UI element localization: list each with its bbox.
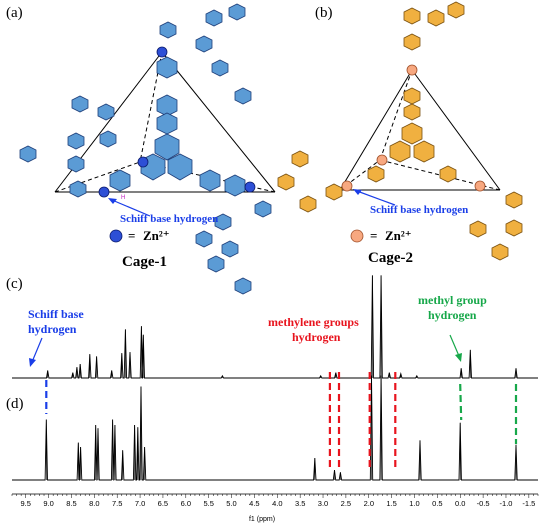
cage-2-schiff-arrowhead [353, 189, 362, 195]
cage-1-legend-ion: Zn²⁺ [143, 228, 170, 243]
x-tick-label: 0.5 [432, 499, 442, 508]
cage-1-schiff-label: Schiff base hydrogen [120, 213, 218, 225]
cage-1-zn-ions [98, 46, 256, 198]
marker-line-5 [459, 383, 463, 421]
x-tick-label: 1.0 [409, 499, 419, 508]
annotation-methylene-line2: hydrogen [292, 330, 341, 344]
spectrum-d [12, 375, 538, 481]
annotation-methyl-line2: hydrogen [428, 308, 477, 322]
x-tick-label: 9.5 [20, 499, 30, 508]
x-tick-label: -1.0 [500, 499, 513, 508]
x-tick-label: 4.0 [272, 499, 282, 508]
annotation-methylene: methylene groups hydrogen [268, 315, 359, 344]
x-tick-label: 5.5 [203, 499, 213, 508]
cage-2-core [367, 87, 457, 183]
spectrum-c [12, 275, 538, 379]
annotation-methyl-arrowhead [455, 353, 462, 362]
x-tick-label: 0.0 [455, 499, 465, 508]
x-tick-label: 9.0 [43, 499, 53, 508]
panel-b-letter: (b) [315, 5, 333, 21]
x-axis-label: f1 (ppm) [249, 516, 275, 523]
panel-a-letter: (a) [6, 5, 23, 21]
cage-1-ligands [19, 3, 272, 295]
x-tick-label: 3.0 [318, 499, 328, 508]
x-axis: 9.5 9.0 8.5 8.0 7.5 7.0 6.5 6.0 5.5 5.0 4.5 4.0 3.5 3… [11, 493, 539, 508]
x-tick-label: 2.5 [341, 499, 351, 508]
cage-1-schiff-arrowhead [108, 198, 117, 204]
cage-1-core [109, 94, 246, 197]
peak-markers [45, 372, 518, 470]
annotation-methyl-line1: methyl group [418, 293, 487, 307]
x-tick-label: 8.0 [89, 499, 99, 508]
panel-d-letter: (d) [6, 396, 24, 412]
cage-2-schiff-label: Schiff base hydrogen [370, 204, 468, 216]
x-tick-label: 3.5 [295, 499, 305, 508]
x-tick-label: 1.5 [386, 499, 396, 508]
cage-1-schiff-arrow [111, 199, 151, 217]
annotation-methylene-line1: methylene groups [268, 315, 359, 329]
x-tick-label: 2.0 [364, 499, 374, 508]
x-tick-label: 6.0 [181, 499, 191, 508]
cage-2-zn-legend-sphere [350, 229, 364, 243]
panel-c-letter: (c) [6, 276, 23, 292]
annotation-schiff-line2: hydrogen [28, 322, 77, 336]
panel-b: (b) [277, 1, 523, 266]
x-tick-label: -0.5 [477, 499, 490, 508]
cage-1-legend-eq: = [128, 228, 135, 243]
panel-a: (a) [6, 3, 276, 295]
cage-2-schiff-arrow [356, 190, 396, 206]
cage-2-legend-eq: = [370, 228, 377, 243]
cage-2-ligands [277, 1, 523, 261]
x-tick-label: 4.5 [249, 499, 259, 508]
cage-2-legend-ion: Zn²⁺ [385, 228, 412, 243]
annotation-schiff-line1: Schiff base [28, 307, 84, 321]
annotation-methyl: methyl group hydrogen [418, 293, 487, 362]
cage-1-label: Cage-1 [122, 254, 167, 270]
cage-2-label: Cage-2 [368, 250, 413, 266]
cage-1-h-atom: H [121, 195, 125, 201]
x-tick-label: 7.0 [135, 499, 145, 508]
annotation-schiff-arrowhead [29, 358, 36, 367]
x-tick-label: 8.5 [66, 499, 76, 508]
x-tick-label: 7.5 [112, 499, 122, 508]
annotation-schiff: Schiff base hydrogen [28, 307, 84, 367]
cage-2-zn-ions [341, 64, 486, 192]
x-tick-label: 6.5 [158, 499, 168, 508]
x-tick-label: -1.5 [522, 499, 535, 508]
cage-1-zn-legend-sphere [109, 229, 123, 243]
spectrum-d-trace [12, 375, 538, 481]
x-tick-label: 5.0 [226, 499, 236, 508]
